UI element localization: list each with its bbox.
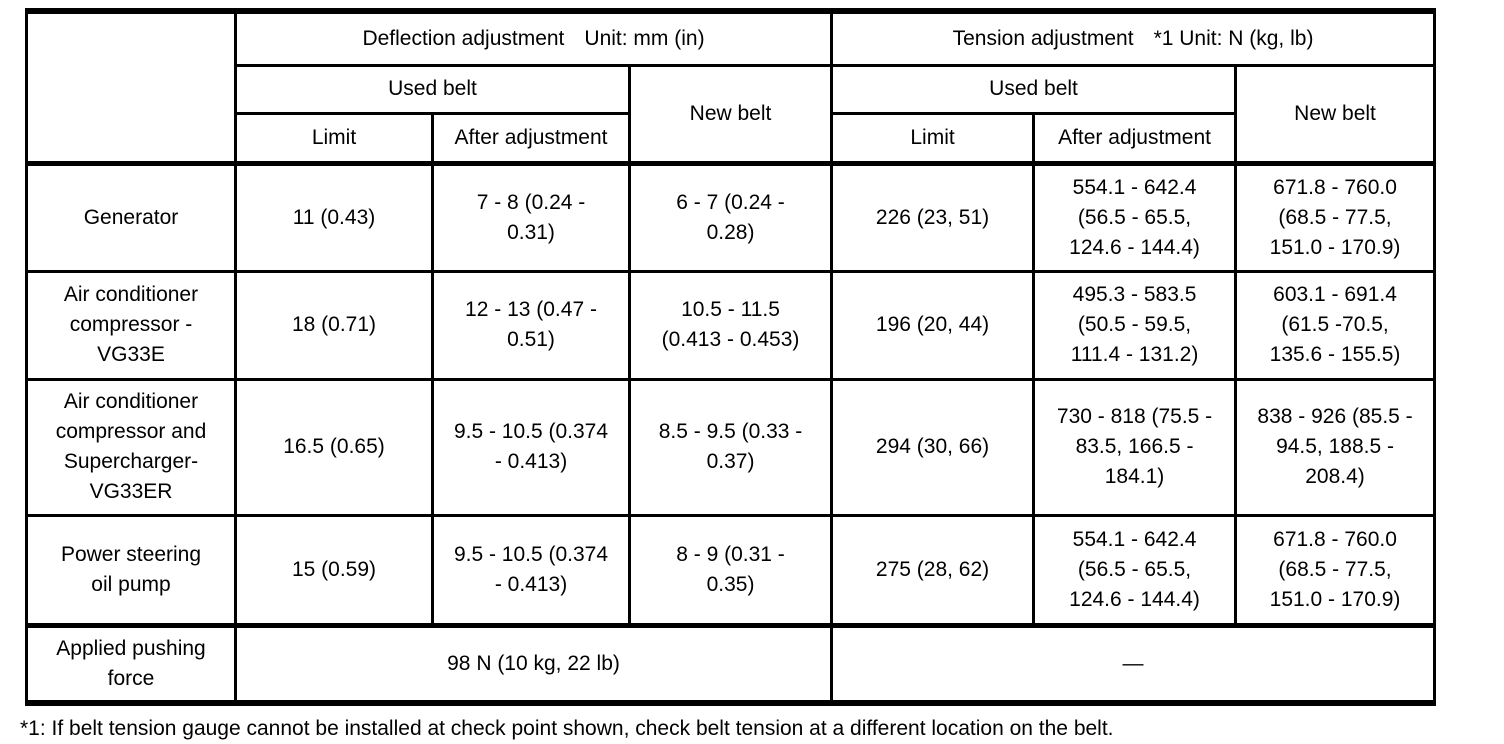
table-cell: 730 - 818 (75.5 - 83.5, 166.5 - 184.1) <box>1032 377 1238 517</box>
table-cell: 671.8 - 760.0 (68.5 - 77.5, 151.0 - 170.… <box>1234 161 1437 273</box>
table-cell: 8 - 9 (0.31 - 0.35) <box>627 513 834 627</box>
row-label-ac-compressor-vg33e: Air conditioner compressor - VG33E <box>25 269 237 381</box>
table-cell: 554.1 - 642.4 (56.5 - 65.5, 124.6 - 144.… <box>1032 513 1238 627</box>
table-cell: 7 - 8 (0.24 - 0.31) <box>431 161 631 273</box>
header-row-sections: Deflection adjustment Unit: mm (in) Tensi… <box>25 9 1437 166</box>
table-row-ac-compressor-supercharger-vg33er: Air conditioner compressor and Superchar… <box>25 377 1437 517</box>
table-row-applied-pushing-force: Applied pushing force 98 N (10 kg, 22 lb… <box>25 622 1437 705</box>
table-row-generator: Generator 11 (0.43) 7 - 8 (0.24 - 0.31) … <box>25 161 1437 273</box>
header-row-measures: Limit After adjustment Limit After adjus… <box>27 111 1435 166</box>
header-tension-adjustment: Tension adjustment *1 Unit: N (kg, lb) <box>830 9 1437 67</box>
table-cell: 495.3 - 583.5 (50.5 - 59.5, 111.4 - 131.… <box>1032 269 1238 381</box>
table-cell: 6 - 7 (0.24 - 0.28) <box>627 161 834 273</box>
table-row-power-steering-oil-pump: Power steering oil pump 15 (0.59) 9.5 - … <box>25 513 1437 627</box>
table-row-ac-compressor-vg33e: Air conditioner compressor - VG33E 18 (0… <box>25 269 1437 381</box>
header-new-belt-tension: New belt <box>1234 63 1437 166</box>
applied-force-deflection-value: 98 N (10 kg, 22 lb) <box>233 622 834 705</box>
header-row-belt-condition: Used belt New belt Used belt New belt <box>27 63 1437 166</box>
deflection-title: Deflection adjustment <box>362 26 565 50</box>
header-after-adjustment-deflection: After adjustment <box>431 111 631 166</box>
deflection-unit: Unit: mm (in) <box>584 26 705 50</box>
belt-adjustment-spec-table: Deflection adjustment Unit: mm (in) Tensi… <box>25 8 1437 706</box>
table-cell: 9.5 - 10.5 (0.374 - 0.413) <box>431 377 631 517</box>
table-cell: 16.5 (0.65) <box>234 377 434 517</box>
table-cell: 671.8 - 760.0 (68.5 - 77.5, 151.0 - 170.… <box>1234 513 1437 627</box>
header-used-belt-tension: Used belt <box>830 63 1238 115</box>
corner-blank-cell <box>25 9 237 166</box>
table-cell: 9.5 - 10.5 (0.374 - 0.413) <box>431 513 631 627</box>
header-deflection-adjustment: Deflection adjustment Unit: mm (in) <box>233 9 834 67</box>
table-cell: 8.5 - 9.5 (0.33 - 0.37) <box>627 377 834 517</box>
row-label-applied-pushing-force: Applied pushing force <box>25 622 237 705</box>
applied-force-tension-value: — <box>830 622 1437 705</box>
table-cell: 554.1 - 642.4 (56.5 - 65.5, 124.6 - 144.… <box>1032 161 1238 273</box>
header-after-adjustment-tension: After adjustment <box>1032 111 1238 166</box>
table-cell: 15 (0.59) <box>234 513 434 627</box>
table-cell: 603.1 - 691.4 (61.5 -70.5, 135.6 - 155.5… <box>1234 269 1437 381</box>
tension-unit: *1 Unit: N (kg, lb) <box>1153 26 1314 50</box>
table-cell: 226 (23, 51) <box>830 161 1036 273</box>
row-label-power-steering-oil-pump: Power steering oil pump <box>25 513 237 627</box>
header-used-belt-deflection: Used belt <box>234 63 631 115</box>
table-cell: 294 (30, 66) <box>830 377 1036 517</box>
table-cell: 275 (28, 62) <box>830 513 1036 627</box>
table-cell: 18 (0.71) <box>234 269 434 381</box>
tension-title: Tension adjustment <box>952 26 1134 50</box>
table-cell: 11 (0.43) <box>234 161 434 273</box>
table-cell: 838 - 926 (85.5 - 94.5, 188.5 - 208.4) <box>1234 377 1437 517</box>
header-new-belt-deflection: New belt <box>627 63 834 166</box>
footnote: *1: If belt tension gauge cannot be inst… <box>20 717 1114 740</box>
row-label-ac-compressor-supercharger-vg33er: Air conditioner compressor and Superchar… <box>25 377 237 517</box>
table-cell: 10.5 - 11.5 (0.413 - 0.453) <box>627 269 834 381</box>
header-limit-tension: Limit <box>830 111 1036 166</box>
table-cell: 12 - 13 (0.47 - 0.51) <box>431 269 631 381</box>
header-limit-deflection: Limit <box>234 111 434 166</box>
table-cell: 196 (20, 44) <box>830 269 1036 381</box>
row-label-generator: Generator <box>25 161 237 273</box>
